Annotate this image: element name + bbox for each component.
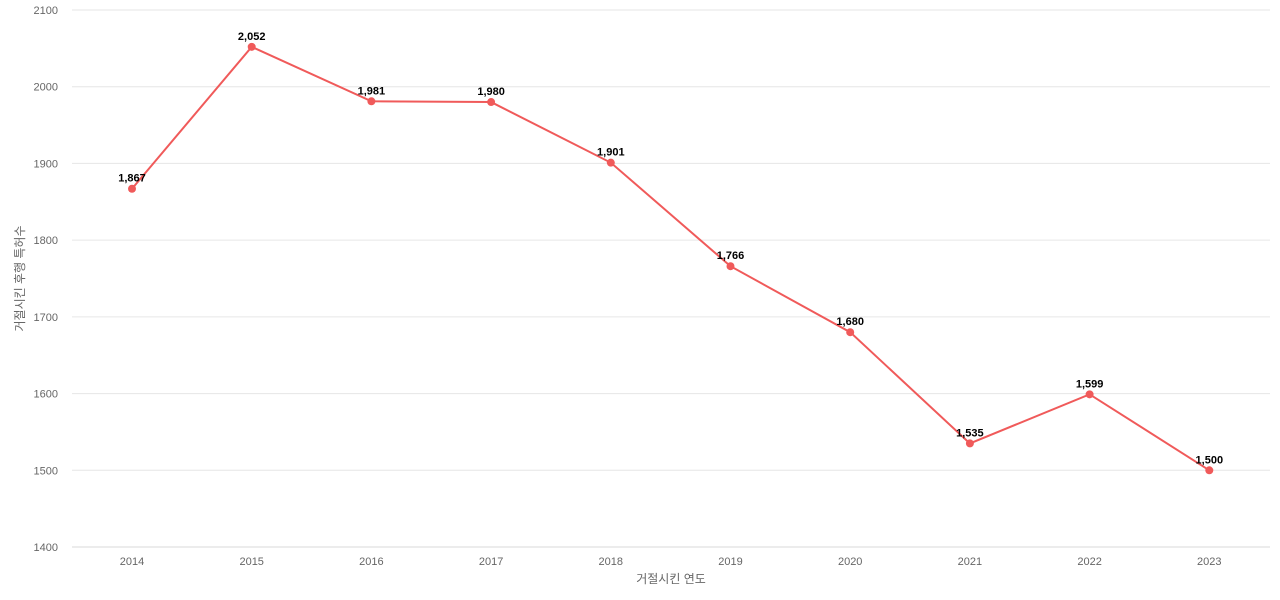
data-point (726, 262, 735, 271)
y-tick-label: 2100 (34, 5, 58, 17)
y-tick-label: 1400 (34, 542, 58, 554)
data-point (965, 439, 974, 448)
x-tick-label: 2019 (718, 556, 742, 568)
data-point (1205, 466, 1214, 475)
x-tick-label: 2020 (838, 556, 862, 568)
x-axis-ticks: 2014 2015 2016 2017 2018 2019 2020 2021 2022 2023 (120, 556, 1222, 568)
grid-lines (72, 9, 1270, 471)
x-tick-label: 2014 (120, 556, 144, 568)
y-tick-label: 1700 (34, 312, 58, 324)
y-tick-label: 2000 (34, 82, 58, 94)
y-tick-label: 1900 (34, 158, 58, 170)
x-tick-label: 2017 (479, 556, 503, 568)
series-line (131, 45, 1210, 472)
data-label: 1,680 (836, 316, 864, 328)
x-tick-label: 2016 (359, 556, 383, 568)
y-tick-label: 1600 (34, 389, 58, 401)
x-tick-label: 2015 (239, 556, 263, 568)
data-label: 1,535 (956, 427, 984, 439)
y-axis-ticks: 1400 1500 1600 1700 1800 1900 2000 2100 (34, 5, 58, 554)
data-point (367, 97, 376, 106)
data-point (606, 158, 615, 167)
x-tick-label: 2018 (599, 556, 623, 568)
data-point (247, 42, 256, 51)
x-tick-label: 2023 (1197, 556, 1221, 568)
data-label: 1,766 (717, 250, 745, 262)
y-axis-title: 거절시킨 후행 특허수 (12, 225, 27, 331)
data-points (128, 42, 1214, 475)
data-label: 1,980 (477, 86, 505, 98)
data-label: 1,867 (118, 173, 146, 185)
x-tick-label: 2021 (958, 556, 982, 568)
data-point (128, 184, 136, 193)
x-axis-title: 거절시킨 연도 (636, 572, 706, 586)
data-label: 1,599 (1076, 378, 1104, 390)
data-point (1085, 390, 1094, 399)
data-label: 1,500 (1196, 454, 1224, 466)
x-tick-label: 2022 (1077, 556, 1101, 568)
data-label: 1,901 (597, 147, 625, 159)
data-label: 1,981 (358, 85, 386, 97)
y-tick-label: 1800 (34, 235, 58, 247)
y-tick-label: 1500 (34, 465, 58, 477)
data-labels: 1,867 2,052 1,981 1,980 1,901 1,766 1,680 1,535… (118, 31, 1223, 466)
data-label: 2,052 (238, 31, 266, 43)
data-point (487, 98, 496, 107)
data-point (846, 328, 855, 337)
